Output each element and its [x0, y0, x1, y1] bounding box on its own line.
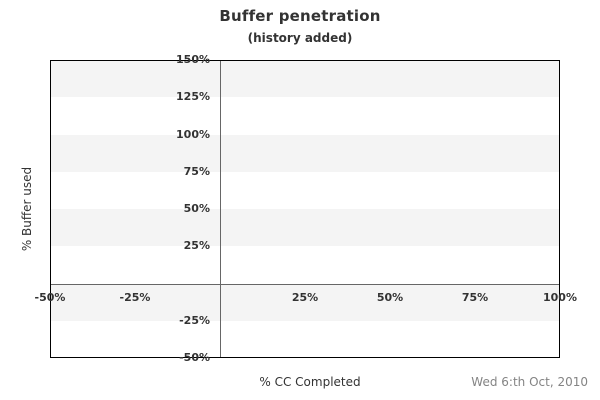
y-tick-label: -50% [179, 351, 210, 364]
plot-area [50, 60, 560, 358]
y-tick-label: -25% [179, 314, 210, 327]
grid-band [51, 284, 559, 321]
x-axis-line [51, 284, 559, 285]
x-tick-label: 25% [291, 291, 319, 304]
grid-band [51, 135, 559, 172]
y-axis-line [220, 61, 221, 357]
x-axis-title: % CC Completed [259, 375, 361, 389]
y-tick-label: 25% [183, 239, 210, 252]
y-tick-label: 150% [176, 53, 210, 66]
x-tick-label: 75% [461, 291, 489, 304]
x-tick-label: -50% [34, 291, 66, 304]
y-tick-label: 125% [176, 90, 210, 103]
y-tick-label: 100% [176, 128, 210, 141]
y-axis-title: % Buffer used [20, 166, 34, 252]
chart-title: Buffer penetration [219, 7, 381, 25]
chart-subtitle: (history added) [247, 31, 353, 45]
grid-band [51, 209, 559, 246]
grid-band [51, 61, 559, 97]
x-tick-label: 50% [376, 291, 404, 304]
y-tick-label: 75% [183, 165, 210, 178]
date-label: Wed 6:th Oct, 2010 [471, 375, 588, 389]
x-tick-label: -25% [119, 291, 151, 304]
x-tick-label: 100% [543, 291, 577, 304]
y-tick-label: 50% [183, 202, 210, 215]
